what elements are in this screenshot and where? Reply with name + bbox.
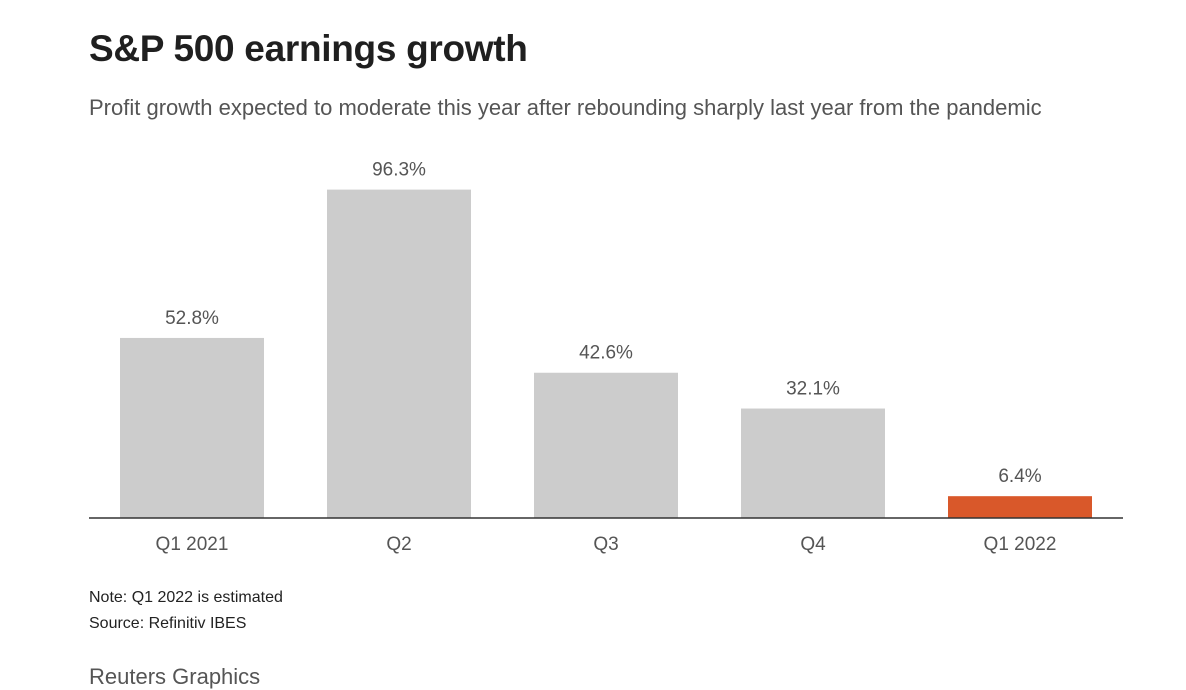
x-tick-label: Q1 2022 (984, 534, 1057, 555)
x-tick-label: Q2 (386, 534, 411, 555)
data-label: 42.6% (579, 343, 633, 364)
data-label: 6.4% (998, 466, 1041, 487)
data-label: 96.3% (372, 160, 426, 181)
chart-credit: Reuters Graphics (89, 664, 261, 689)
chart-subtitle: Profit growth expected to moderate this … (89, 95, 1042, 120)
bar-q1-2022 (948, 496, 1092, 518)
bar-q3 (534, 372, 678, 518)
chart-title: S&P 500 earnings growth (89, 28, 528, 69)
x-tick-label: Q3 (593, 534, 618, 555)
data-label: 52.8% (165, 308, 219, 329)
bar-q1-2021 (120, 337, 264, 518)
chart-note: Note: Q1 2022 is estimated (89, 589, 283, 606)
x-tick-label: Q1 2021 (156, 534, 229, 555)
bar-q4 (741, 408, 885, 518)
bar-chart: 52.8% Q1 2021 96.3% Q2 42.6% Q3 32.1% Q4 6.4% Q1 … (89, 160, 1123, 555)
x-tick-label: Q4 (800, 534, 826, 555)
bar-q2 (327, 189, 471, 518)
data-label: 32.1% (786, 379, 840, 400)
chart-source: Source: Refinitiv IBES (89, 615, 247, 632)
